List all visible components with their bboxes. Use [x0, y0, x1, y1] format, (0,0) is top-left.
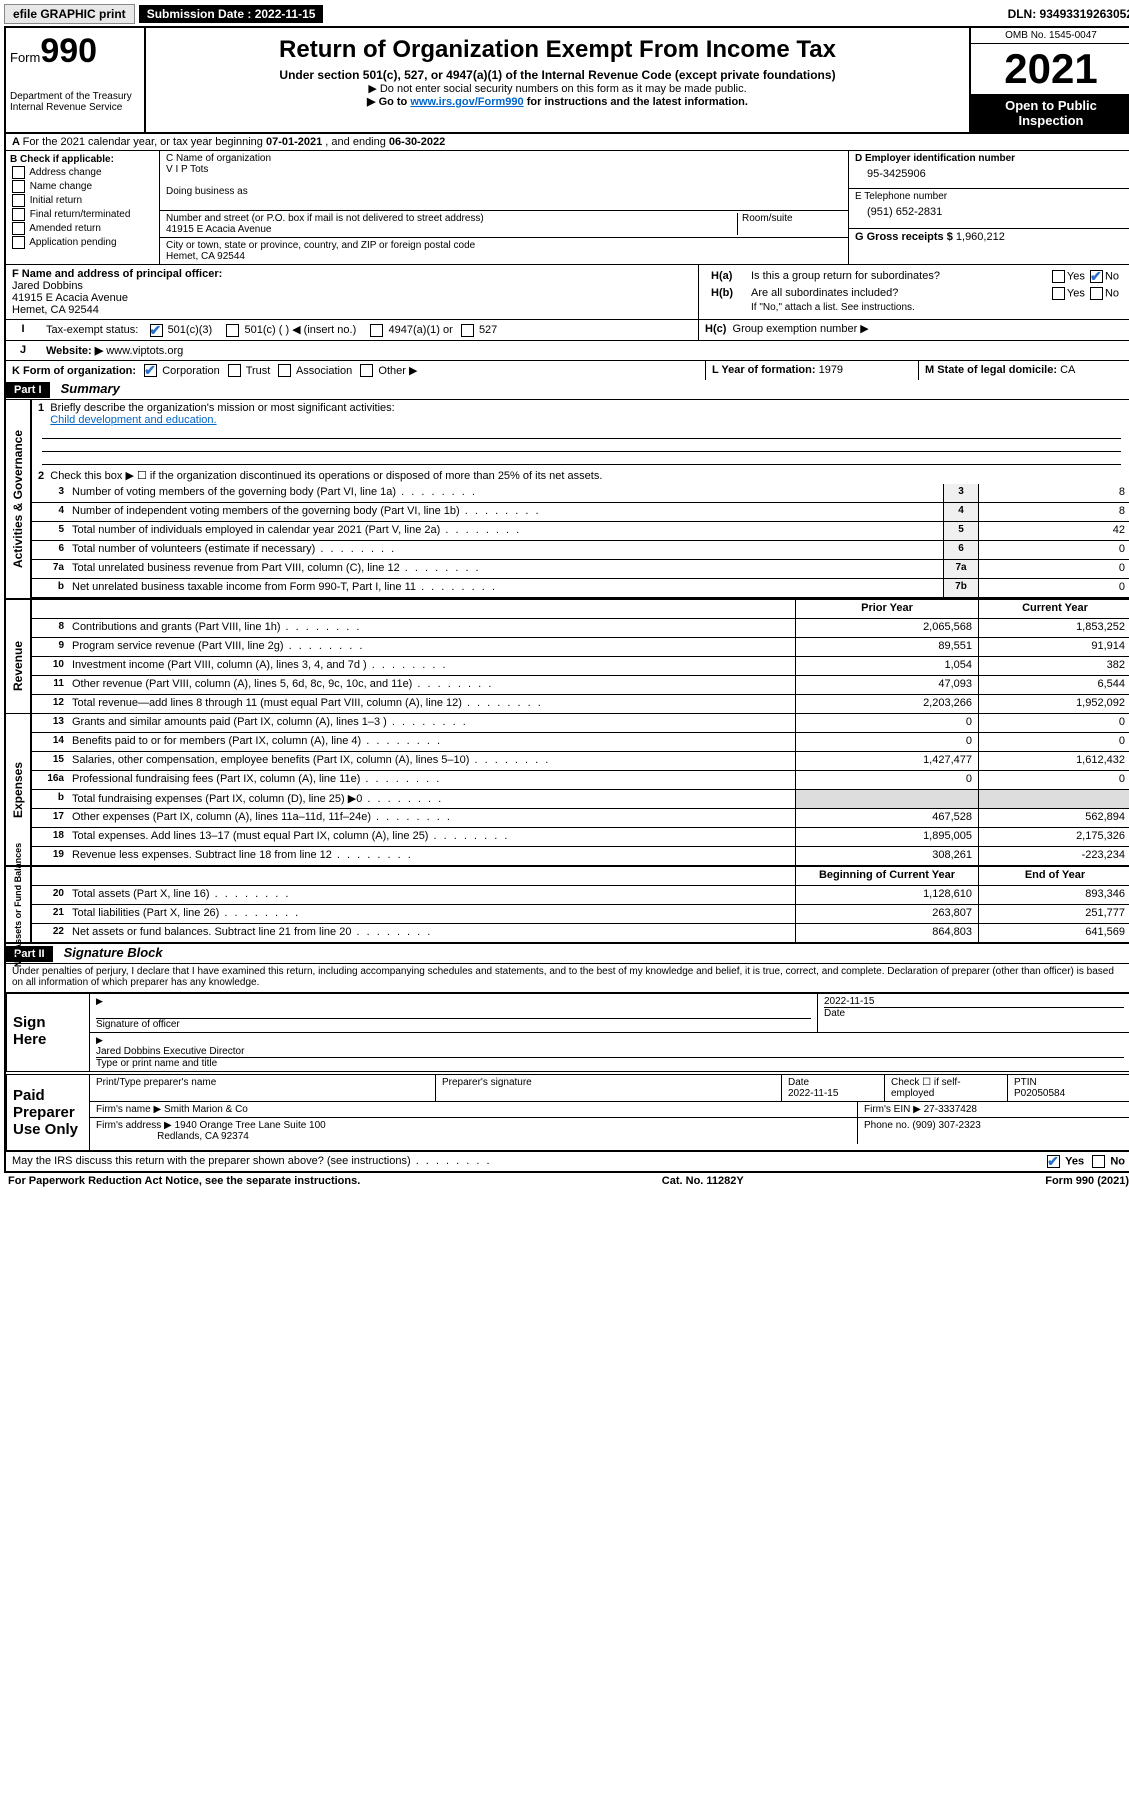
address-change-checkbox[interactable]	[12, 166, 25, 179]
phone-block: E Telephone number (951) 652-2831	[849, 188, 1129, 228]
city-cell: City or town, state or province, country…	[160, 238, 848, 264]
sign-date-value: 2022-11-15	[824, 996, 1124, 1007]
firm-addr-label: Firm's address ▶	[96, 1120, 172, 1131]
efile-print-button[interactable]: efile GRAPHIC print	[4, 4, 135, 24]
paperwork-notice: For Paperwork Reduction Act Notice, see …	[8, 1175, 360, 1187]
firm-phone-label: Phone no.	[864, 1120, 910, 1131]
firm-addr1: 1940 Orange Tree Lane Suite 100	[175, 1120, 326, 1131]
prior-year-header: Prior Year	[795, 600, 978, 618]
firm-ein: 27-3337428	[924, 1104, 977, 1115]
mission-answer[interactable]: Child development and education.	[50, 414, 216, 426]
website-row: Website: ▶ www.viptots.org	[40, 341, 1129, 360]
principal-officer-block: F Name and address of principal officer:…	[6, 265, 699, 319]
sign-date-label: Date	[824, 1007, 1124, 1019]
year-formation: L Year of formation: 1979	[705, 361, 918, 381]
page-title: Return of Organization Exempt From Incom…	[154, 36, 961, 64]
firm-addr2: Redlands, CA 92374	[157, 1131, 249, 1142]
501c-checkbox[interactable]	[226, 324, 239, 337]
boy-header: Beginning of Current Year	[795, 867, 978, 885]
submission-date-label: Submission Date : 2022-11-15	[139, 5, 324, 23]
initial-return-checkbox[interactable]	[12, 194, 25, 207]
check-applicable-block: B Check if applicable: Address change Na…	[6, 151, 160, 264]
ein-block: D Employer identification number 95-3425…	[855, 153, 1125, 188]
hb-yes-checkbox[interactable]	[1052, 287, 1065, 300]
group-exemption-number: Group exemption number ▶	[733, 323, 869, 335]
self-employed-check: Check ☐ if self-employed	[885, 1075, 1008, 1101]
irs-link[interactable]: www.irs.gov/Form990	[410, 96, 523, 108]
part-ii-title: Signature Block	[56, 945, 163, 960]
ptin-value: P02050584	[1014, 1088, 1065, 1099]
paid-preparer-label: Paid Preparer Use Only	[7, 1075, 90, 1150]
revenue-label: Revenue	[6, 619, 32, 713]
org-name-cell: C Name of organization V I P Tots Doing …	[160, 151, 848, 211]
application-pending-checkbox[interactable]	[12, 236, 25, 249]
tax-exempt-row: Tax-exempt status: 501(c)(3) 501(c) ( ) …	[40, 320, 699, 340]
dln-label: DLN: 93493319263052	[1008, 7, 1129, 21]
form-org-row: K Form of organization: Corporation Trus…	[6, 361, 705, 381]
subordinates-question: Are all subordinates included?	[751, 287, 1050, 300]
form-footer: Form 990 (2021)	[1045, 1175, 1129, 1187]
may-discuss-question: May the IRS discuss this return with the…	[12, 1155, 1045, 1168]
officer-name-label: Type or print name and title	[96, 1057, 1124, 1069]
may-no-checkbox[interactable]	[1092, 1155, 1105, 1168]
year-block: OMB No. 1545-0047 2021 Open to Public In…	[969, 28, 1129, 132]
amended-return-checkbox[interactable]	[12, 222, 25, 235]
address-cell: Number and street (or P.O. box if mail i…	[166, 213, 737, 235]
state-domicile: M State of legal domicile: CA	[918, 361, 1129, 381]
prep-date-value: 2022-11-15	[788, 1088, 838, 1099]
current-year-header: Current Year	[978, 600, 1129, 618]
firm-name-label: Firm's name ▶	[96, 1104, 161, 1115]
4947-checkbox[interactable]	[370, 324, 383, 337]
ptin-label: PTIN	[1014, 1077, 1037, 1088]
mission-question: Briefly describe the organization's miss…	[50, 402, 394, 414]
perjury-declaration: Under penalties of perjury, I declare th…	[6, 964, 1129, 990]
discontinued-question: Check this box ▶ ☐ if the organization d…	[50, 470, 602, 482]
officer-name: Jared Dobbins Executive Director	[96, 1046, 1124, 1057]
cat-no: Cat. No. 11282Y	[662, 1175, 744, 1187]
firm-name: Smith Marion & Co	[164, 1104, 248, 1115]
group-return-question: Is this a group return for subordinates?	[751, 270, 1050, 283]
tax-year-row: A For the 2021 calendar year, or tax yea…	[6, 134, 1129, 151]
preparer-name-label: Print/Type preparer's name	[90, 1075, 436, 1101]
net-assets-label: Net Assets or Fund Balances	[6, 867, 32, 942]
hb-note: If "No," attach a list. See instructions…	[705, 302, 1125, 315]
name-change-checkbox[interactable]	[12, 180, 25, 193]
corporation-checkbox[interactable]	[144, 364, 157, 377]
prep-date-label: Date	[788, 1077, 809, 1088]
part-i-header: Part I	[6, 382, 50, 398]
other-checkbox[interactable]	[360, 364, 373, 377]
501c3-checkbox[interactable]	[150, 324, 163, 337]
signature-officer-label: Signature of officer	[96, 1018, 811, 1030]
form-title-block: Return of Organization Exempt From Incom…	[146, 28, 969, 132]
527-checkbox[interactable]	[461, 324, 474, 337]
preparer-sig-label: Preparer's signature	[436, 1075, 782, 1101]
part-i-title: Summary	[53, 381, 120, 396]
activities-governance-label: Activities & Governance	[6, 400, 32, 598]
ha-yes-checkbox[interactable]	[1052, 270, 1065, 283]
room-suite-cell: Room/suite	[737, 213, 842, 235]
may-yes-checkbox[interactable]	[1047, 1155, 1060, 1168]
trust-checkbox[interactable]	[228, 364, 241, 377]
association-checkbox[interactable]	[278, 364, 291, 377]
eoy-header: End of Year	[978, 867, 1129, 885]
final-return-checkbox[interactable]	[12, 208, 25, 221]
firm-ein-label: Firm's EIN ▶	[864, 1104, 921, 1115]
gross-receipts-block: G Gross receipts $ 1,960,212	[849, 228, 1129, 245]
firm-phone: (909) 307-2323	[912, 1120, 980, 1131]
sign-here-label: Sign Here	[7, 994, 90, 1071]
form-id-block: Form990 Department of the Treasury Inter…	[6, 28, 146, 132]
hb-no-checkbox[interactable]	[1090, 287, 1103, 300]
ha-no-checkbox[interactable]	[1090, 270, 1103, 283]
